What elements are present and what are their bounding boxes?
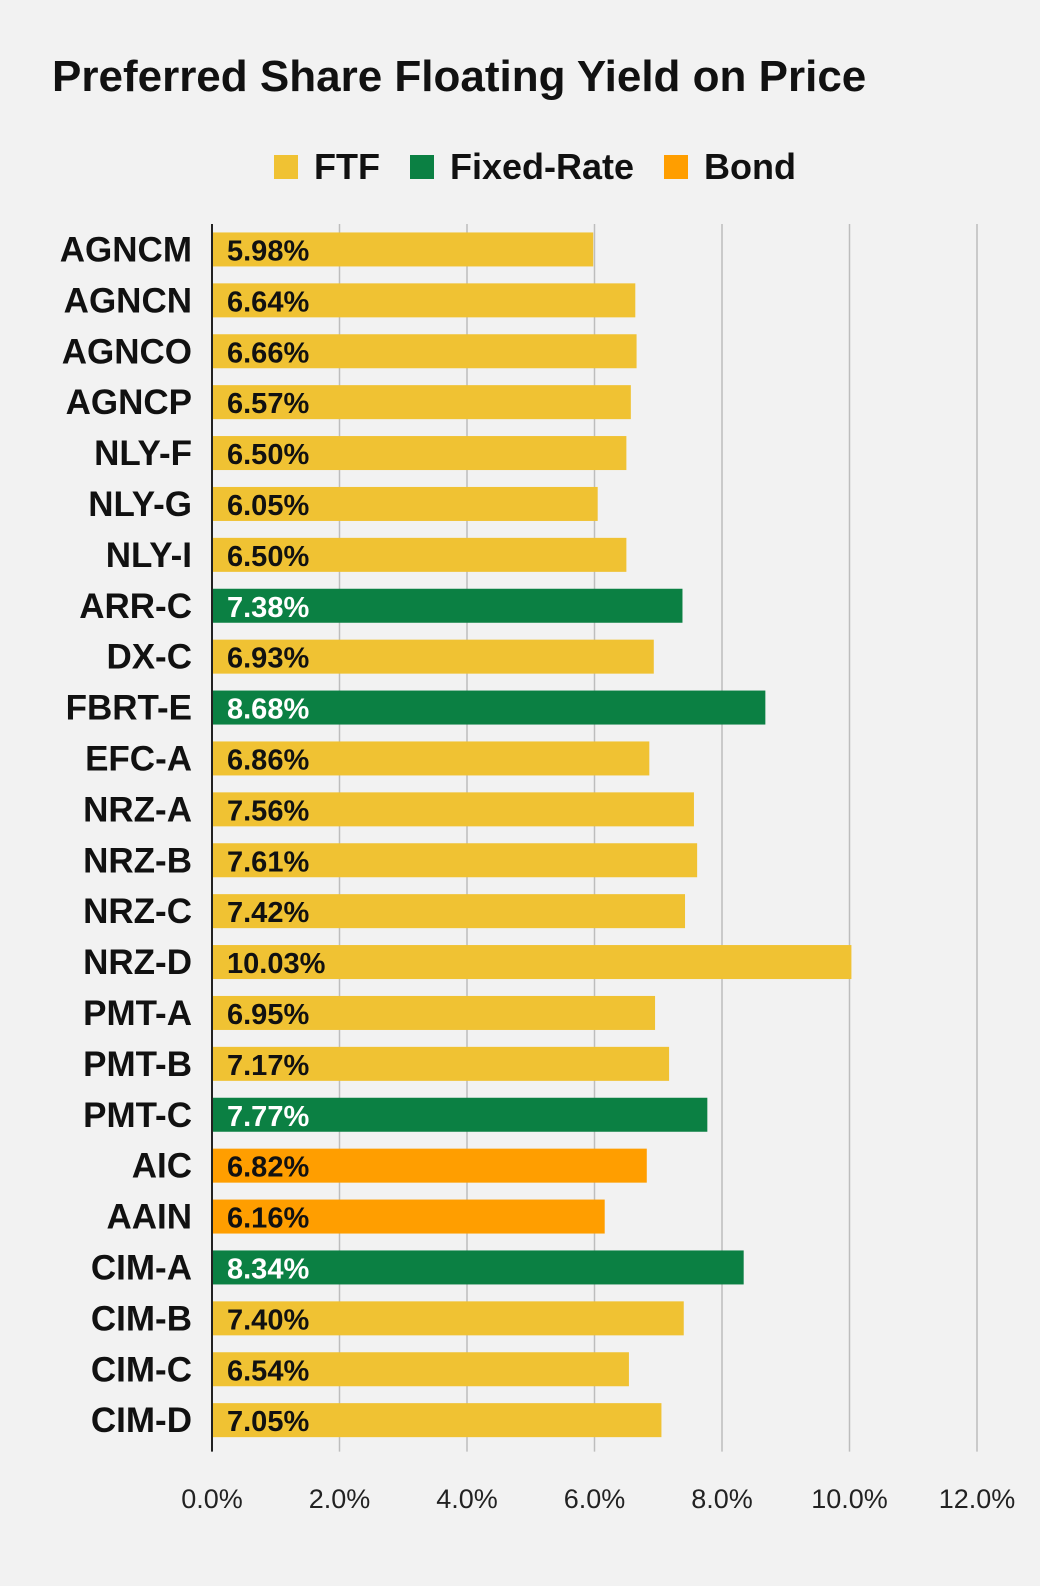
value-label: 6.05%	[227, 490, 309, 522]
chart-title: Preferred Share Floating Yield on Price	[52, 52, 867, 101]
value-label: 8.68%	[227, 694, 309, 726]
legend-swatch	[274, 155, 298, 179]
category-label: NLY-I	[106, 536, 192, 575]
value-label: 6.93%	[227, 643, 309, 675]
category-label: NLY-F	[94, 434, 192, 473]
bar-arr-c	[212, 588, 683, 623]
category-label: CIM-A	[91, 1248, 192, 1287]
bar-cim-b	[212, 1301, 684, 1336]
bar-nrz-b	[212, 843, 698, 878]
category-label: NRZ-C	[83, 892, 192, 931]
legend-item-bond: Bond	[664, 146, 796, 188]
bar-efc-a	[212, 741, 650, 776]
category-label: CIM-B	[91, 1299, 192, 1338]
value-label: 8.34%	[227, 1253, 309, 1285]
category-label: AGNCM	[60, 230, 192, 269]
bar-nly-i	[212, 537, 627, 572]
category-label: ARR-C	[79, 587, 192, 626]
value-label: 7.42%	[227, 897, 309, 929]
value-label: 7.40%	[227, 1304, 309, 1336]
x-tick-label: 10.0%	[811, 1484, 888, 1514]
value-label: 7.38%	[227, 592, 309, 624]
value-label: 6.50%	[227, 541, 309, 573]
value-label: 7.61%	[227, 846, 309, 878]
x-tick-label: 8.0%	[691, 1484, 753, 1514]
value-label: 10.03%	[227, 948, 326, 980]
legend-label: FTF	[314, 146, 380, 187]
bar-cim-d	[212, 1403, 662, 1438]
value-label: 6.95%	[227, 999, 309, 1031]
value-label: 6.86%	[227, 744, 309, 776]
legend-item-ftf: FTF	[274, 146, 380, 188]
legend-swatch	[409, 155, 434, 179]
value-label: 7.17%	[227, 1050, 309, 1082]
x-tick-label: 6.0%	[564, 1484, 626, 1514]
bar-cim-a	[212, 1250, 744, 1285]
bar-pmt-a	[212, 995, 656, 1030]
category-label: PMT-C	[83, 1096, 192, 1135]
bar-nly-f	[212, 436, 627, 471]
bar-aain	[212, 1199, 605, 1234]
category-label: AGNCP	[66, 383, 192, 422]
bar-cim-c	[212, 1352, 629, 1387]
x-tick-label: 2.0%	[309, 1484, 371, 1514]
bar-dx-c	[212, 639, 654, 674]
value-label: 6.50%	[227, 439, 309, 471]
category-label: AGNCN	[64, 281, 192, 320]
category-label: EFC-A	[85, 739, 192, 778]
bar-nly-g	[212, 486, 598, 521]
bar-fbrt-e	[212, 690, 766, 725]
x-tick-label: 12.0%	[939, 1484, 1016, 1514]
category-label: NRZ-B	[83, 841, 192, 880]
category-label: DX-C	[106, 638, 192, 677]
bar-pmt-c	[212, 1097, 708, 1132]
value-label: 6.82%	[227, 1152, 309, 1184]
legend-label: Bond	[704, 146, 796, 187]
category-label: AIC	[132, 1147, 192, 1186]
legend-item-fixed-rate: Fixed-Rate	[409, 146, 635, 188]
value-label: 6.64%	[227, 286, 309, 318]
category-label: PMT-B	[83, 1045, 192, 1084]
bar-agncp	[212, 385, 631, 420]
bar-agncn	[212, 283, 636, 318]
category-label: CIM-D	[91, 1401, 192, 1440]
category-label: FBRT-E	[66, 689, 192, 728]
category-label: CIM-C	[91, 1350, 192, 1389]
legend-label: Fixed-Rate	[449, 146, 635, 187]
value-label: 7.77%	[227, 1101, 309, 1133]
category-label: NLY-G	[88, 485, 192, 524]
value-label: 6.66%	[227, 337, 309, 369]
bar-nrz-c	[212, 894, 686, 929]
value-label: 6.57%	[227, 388, 309, 420]
bar-nrz-a	[212, 792, 694, 827]
value-label: 5.98%	[227, 235, 309, 267]
bar-agnco	[212, 334, 637, 369]
bar-nrz-d	[212, 945, 852, 980]
x-tick-label: 4.0%	[436, 1484, 498, 1514]
value-label: 6.16%	[227, 1203, 309, 1235]
legend: FTF Fixed-Rate Bond	[0, 142, 1040, 192]
category-label: AGNCO	[62, 332, 192, 371]
value-label: 6.54%	[227, 1355, 309, 1387]
x-tick-label: 0.0%	[181, 1484, 243, 1514]
category-label: NRZ-D	[83, 943, 192, 982]
bar-agncm	[212, 232, 594, 267]
category-label: PMT-A	[83, 994, 192, 1033]
category-label: AAIN	[106, 1198, 192, 1237]
value-label: 7.56%	[227, 795, 309, 827]
bar-pmt-b	[212, 1046, 670, 1081]
value-label: 7.05%	[227, 1406, 309, 1438]
category-label: NRZ-A	[83, 790, 192, 829]
legend-swatch	[664, 155, 689, 179]
bar-aic	[212, 1148, 647, 1183]
